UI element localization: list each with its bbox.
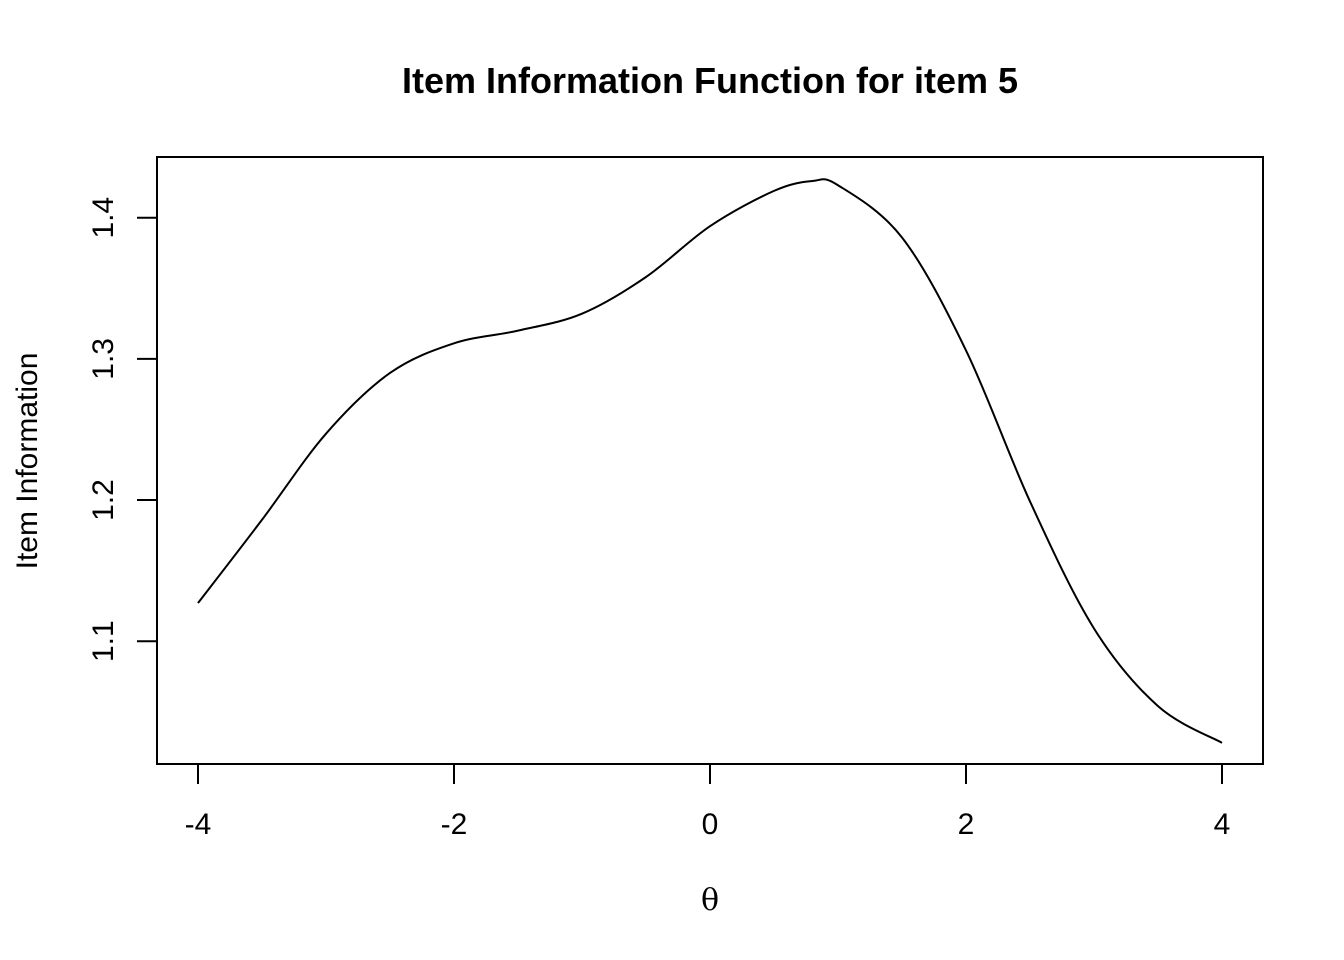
x-tick-label: -4 xyxy=(185,808,212,841)
x-axis-label: θ xyxy=(701,883,719,918)
x-tick-label: 2 xyxy=(958,808,975,841)
y-tick-label: 1.4 xyxy=(87,197,120,239)
information-curve xyxy=(197,178,1223,744)
y-tick-label: 1.3 xyxy=(87,338,120,380)
x-axis: -4 -2 0 2 4 xyxy=(185,763,1231,841)
plot-area-frame xyxy=(156,156,1264,765)
y-tick-label: 1.1 xyxy=(87,620,120,662)
x-tick-label: -2 xyxy=(441,808,468,841)
x-tick-label: 0 xyxy=(702,808,719,841)
y-tick-label: 1.2 xyxy=(87,479,120,521)
y-axis: 1.1 1.2 1.3 1.4 xyxy=(87,197,158,662)
y-axis-label: Item Information xyxy=(11,353,44,570)
chart-title: Item Information Function for item 5 xyxy=(402,60,1018,101)
x-tick-label: 4 xyxy=(1214,808,1231,841)
